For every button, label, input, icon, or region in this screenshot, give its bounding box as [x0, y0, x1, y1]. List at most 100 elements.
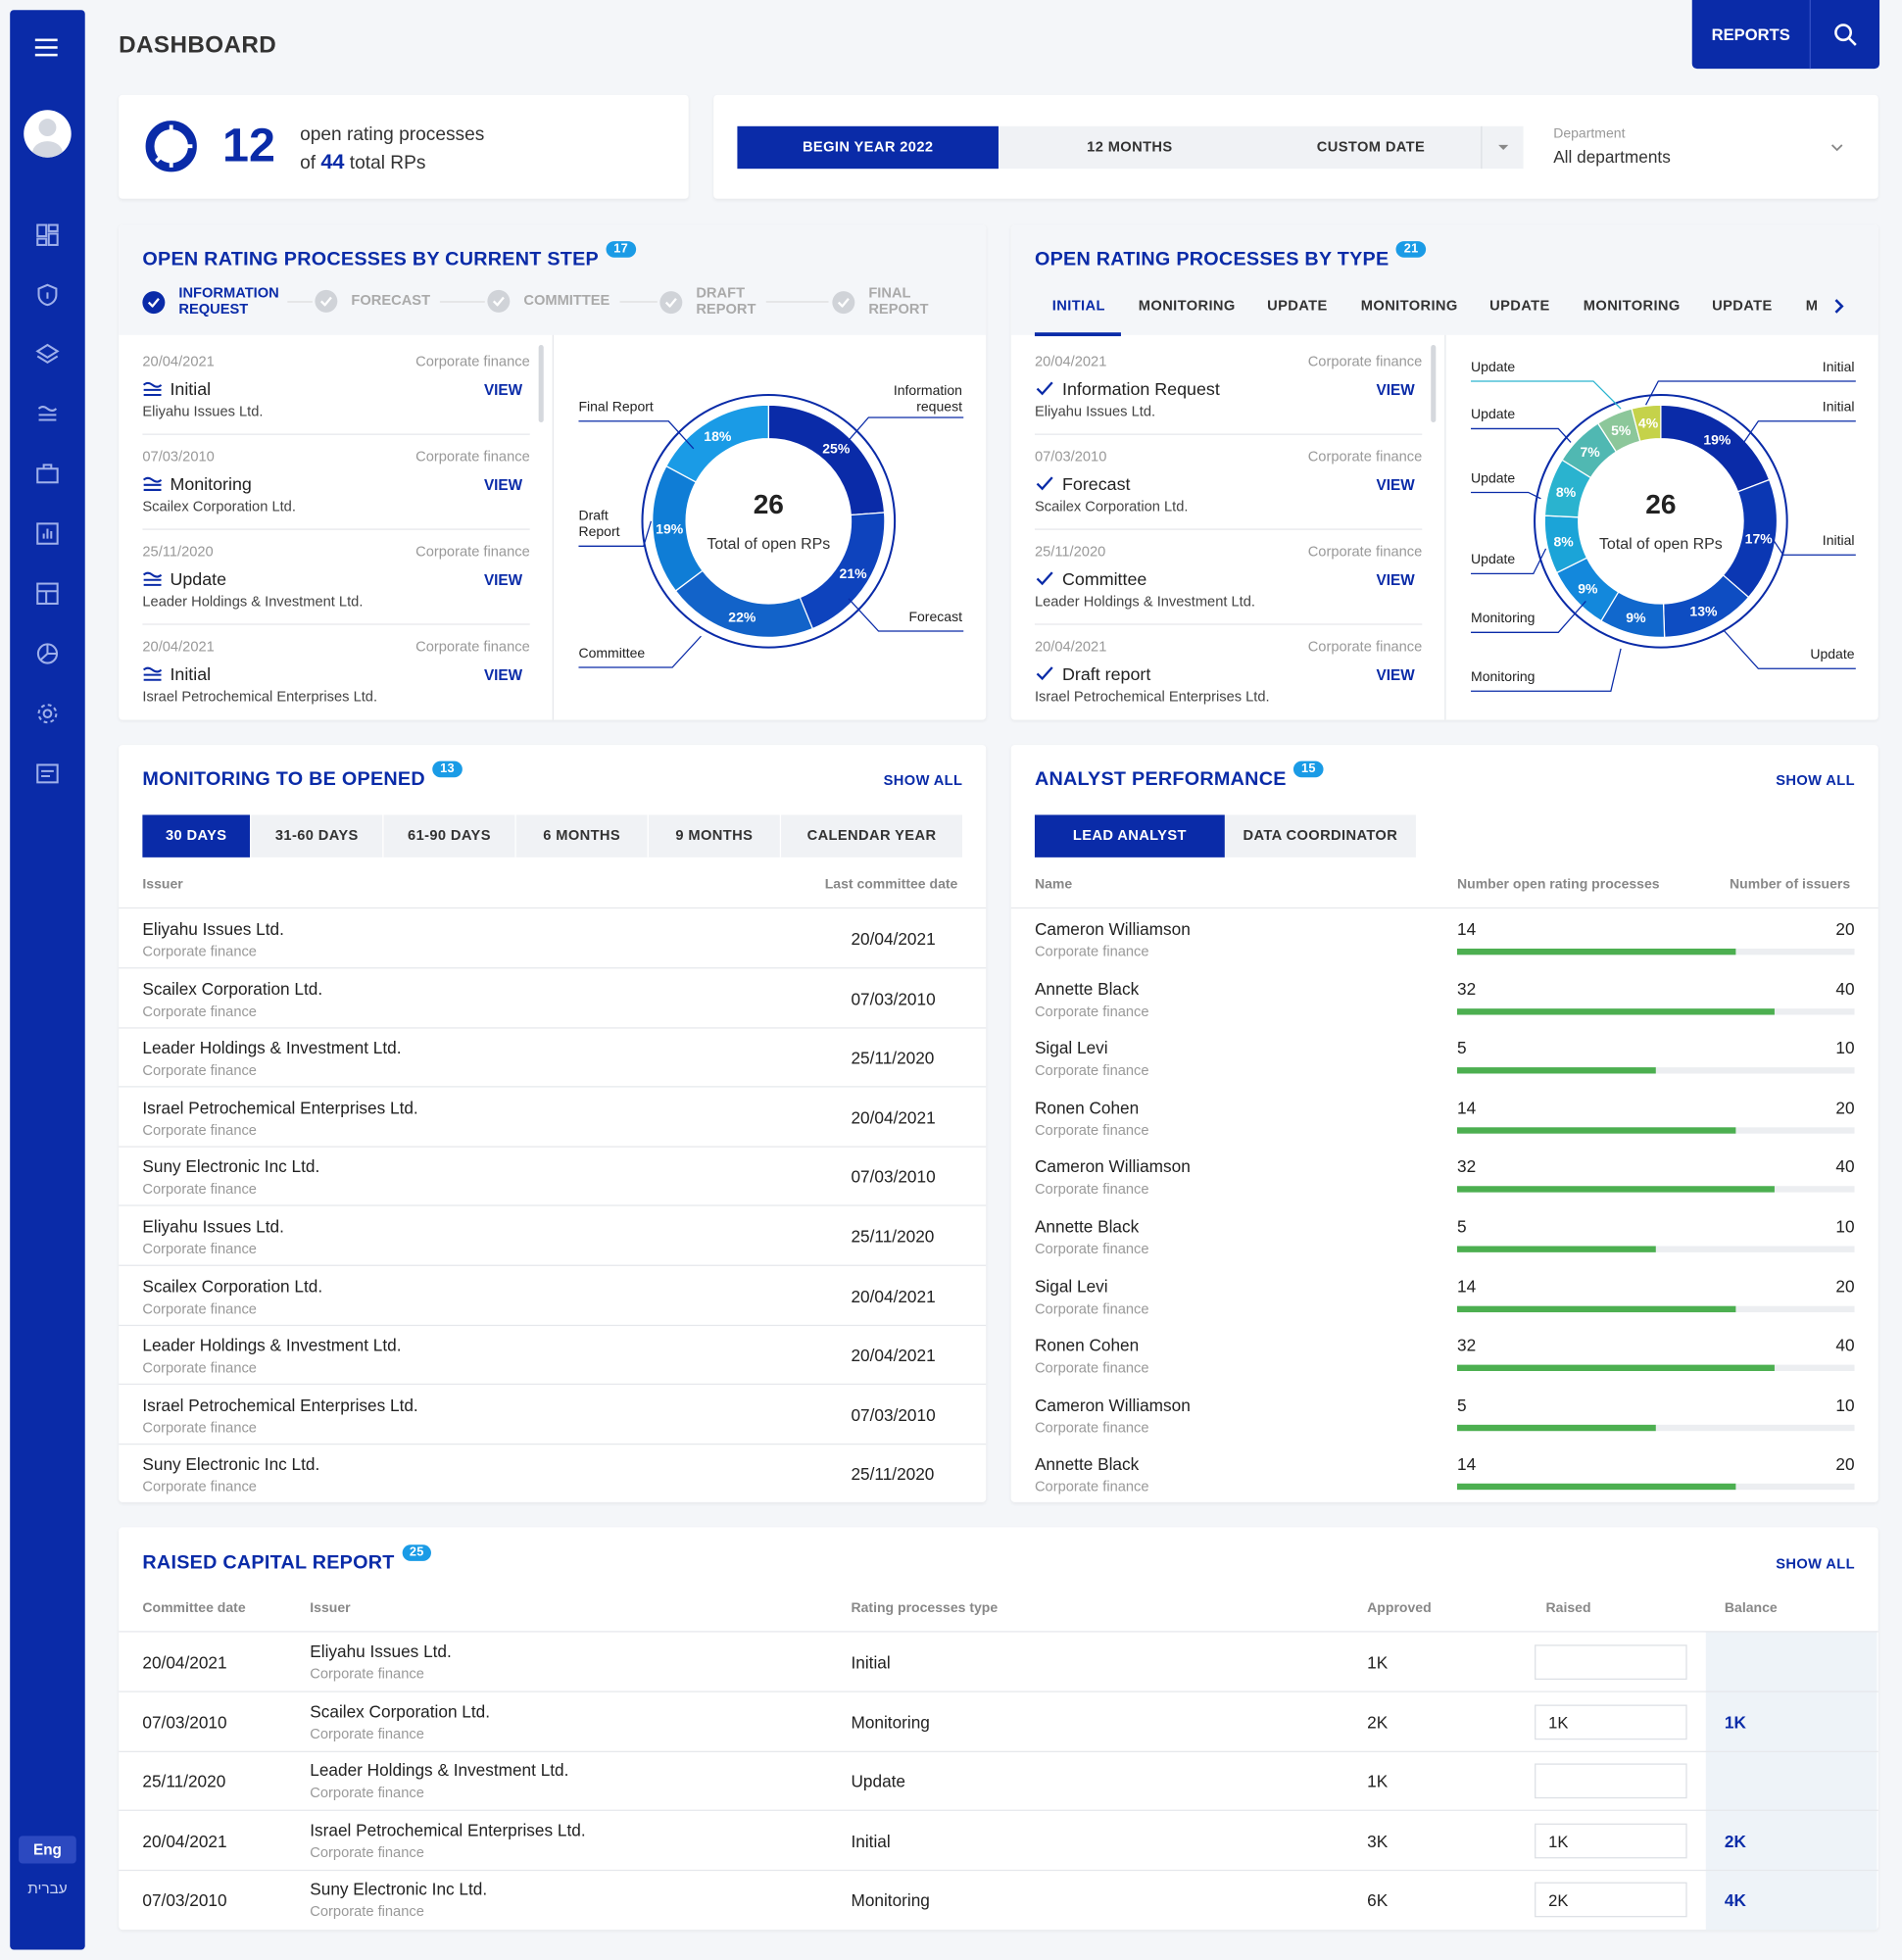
view-link[interactable]: VIEW: [1376, 665, 1415, 684]
donut-slice[interactable]: [1631, 404, 1662, 443]
capital-issuer[interactable]: Eliyahu Issues Ltd.: [310, 1642, 452, 1661]
bar-chart-icon[interactable]: [30, 516, 66, 552]
pie-chart-icon[interactable]: [30, 636, 66, 671]
step-committee[interactable]: COMMITTEE: [487, 289, 610, 313]
analyst-name[interactable]: Cameron Williamson: [1034, 919, 1191, 939]
step-draft-report[interactable]: DRAFT REPORT: [659, 286, 756, 318]
range-31-60-days[interactable]: 31-60 DAYS: [250, 814, 382, 858]
monitoring-date: 25/11/2020: [851, 1465, 935, 1485]
shield-icon[interactable]: [30, 277, 66, 313]
monitoring-issuer[interactable]: Leader Holdings & Investment Ltd.: [142, 1039, 402, 1058]
menu-icon[interactable]: [30, 30, 66, 66]
analyst-name[interactable]: Ronen Cohen: [1034, 1336, 1140, 1355]
monitoring-issuer[interactable]: Scailex Corporation Ltd.: [142, 979, 323, 999]
range-6-months[interactable]: 6 MONTHS: [514, 814, 647, 858]
view-link[interactable]: VIEW: [1376, 475, 1415, 494]
type-tab-update[interactable]: UPDATE: [1489, 298, 1550, 315]
analyst-name[interactable]: Cameron Williamson: [1034, 1157, 1191, 1177]
raised-input[interactable]: [1535, 1763, 1687, 1799]
donut-slice[interactable]: [665, 404, 769, 483]
analyst-dept: Corporate finance: [1034, 1361, 1149, 1377]
type-tab-initial[interactable]: INITIAL: [1051, 298, 1105, 315]
gear-icon[interactable]: [30, 696, 66, 731]
monitoring-dept: Corporate finance: [142, 1301, 257, 1317]
type-tab-monitoring[interactable]: MONITORING: [1583, 298, 1681, 315]
monitoring-issuer[interactable]: Israel Petrochemical Enterprises Ltd.: [142, 1098, 418, 1117]
monitoring-issuer[interactable]: Israel Petrochemical Enterprises Ltd.: [142, 1396, 418, 1415]
search-button[interactable]: [1811, 0, 1879, 69]
step-final-report[interactable]: FINAL REPORT: [832, 286, 928, 318]
period-12-months[interactable]: 12 MONTHS: [1087, 139, 1173, 156]
raised-input[interactable]: 1K: [1535, 1703, 1687, 1740]
role-lead-analyst[interactable]: LEAD ANALYST: [1034, 814, 1225, 858]
analyst-name[interactable]: Ronen Cohen: [1034, 1098, 1140, 1117]
list-scrollbar[interactable]: [538, 344, 544, 423]
chevron-down-icon[interactable]: [1830, 142, 1843, 152]
raised-input[interactable]: 1K: [1535, 1823, 1687, 1859]
monitoring-show-all[interactable]: SHOW ALL: [883, 773, 963, 789]
step-forecast[interactable]: FORECAST: [315, 289, 430, 313]
range-30-days[interactable]: 30 DAYS: [142, 814, 251, 858]
donut-slice[interactable]: [674, 569, 814, 639]
monitoring-issuer[interactable]: Scailex Corporation Ltd.: [142, 1276, 323, 1296]
chevron-right-icon[interactable]: [1833, 298, 1846, 316]
analyst-name[interactable]: Sigal Levi: [1034, 1039, 1108, 1058]
lang-hebrew[interactable]: עברית: [27, 1880, 68, 1897]
monitoring-issuer[interactable]: Leader Holdings & Investment Ltd.: [142, 1336, 402, 1355]
capital-issuer[interactable]: Scailex Corporation Ltd.: [310, 1701, 491, 1721]
view-link[interactable]: VIEW: [1376, 570, 1415, 589]
monitoring-dept: Corporate finance: [142, 1420, 257, 1437]
avatar[interactable]: [24, 110, 72, 158]
custom-date-dropdown[interactable]: [1481, 125, 1523, 170]
department-select[interactable]: All departments: [1553, 147, 1671, 167]
slice-value-label: 17%: [1745, 531, 1774, 547]
monitoring-issuer[interactable]: Suny Electronic Inc Ltd.: [142, 1454, 320, 1475]
range-calendar-year[interactable]: CALENDAR YEAR: [779, 814, 962, 858]
type-tab-more[interactable]: M: [1805, 298, 1819, 315]
type-tab-monitoring[interactable]: MONITORING: [1360, 298, 1458, 315]
monitoring-issuer[interactable]: Eliyahu Issues Ltd.: [142, 919, 284, 939]
analyst-name[interactable]: Annette Black: [1034, 1217, 1140, 1237]
donut-slice[interactable]: [1660, 404, 1771, 493]
capital-issuer[interactable]: Israel Petrochemical Enterprises Ltd.: [310, 1820, 586, 1839]
range-61-90-days[interactable]: 61-90 DAYS: [382, 814, 514, 858]
type-tab-monitoring[interactable]: MONITORING: [1138, 298, 1236, 315]
period-custom-date[interactable]: CUSTOM DATE: [1316, 139, 1426, 156]
monitoring-issuer[interactable]: Eliyahu Issues Ltd.: [142, 1217, 284, 1237]
step-information-request[interactable]: INFORMATION REQUEST: [142, 286, 279, 318]
check-icon: [1036, 381, 1053, 396]
analyst-name[interactable]: Cameron Williamson: [1034, 1396, 1191, 1415]
type-tab-update[interactable]: UPDATE: [1712, 298, 1773, 315]
briefcase-icon[interactable]: [30, 456, 66, 491]
document-icon[interactable]: [30, 757, 66, 792]
analyst-name[interactable]: Annette Black: [1034, 1454, 1140, 1475]
donut-slice[interactable]: [767, 404, 886, 516]
period-begin-year[interactable]: BEGIN YEAR 2022: [737, 125, 999, 170]
capital-show-all[interactable]: SHOW ALL: [1776, 1557, 1855, 1573]
analyst-show-all[interactable]: SHOW ALL: [1776, 773, 1855, 789]
range-9-months[interactable]: 9 MONTHS: [647, 814, 780, 858]
analyst-name[interactable]: Annette Black: [1034, 979, 1140, 999]
capital-issuer[interactable]: Suny Electronic Inc Ltd.: [310, 1880, 488, 1899]
view-link[interactable]: VIEW: [483, 380, 523, 399]
view-link[interactable]: VIEW: [483, 475, 523, 494]
layers-icon[interactable]: [30, 336, 66, 371]
progress-bar: [1456, 1007, 1855, 1015]
view-link[interactable]: VIEW: [1376, 380, 1415, 399]
wave-list-icon[interactable]: [30, 396, 66, 431]
dashboard-icon[interactable]: [30, 218, 66, 253]
monitoring-issuer[interactable]: Suny Electronic Inc Ltd.: [142, 1157, 320, 1177]
layout-icon[interactable]: [30, 576, 66, 612]
view-link[interactable]: VIEW: [483, 570, 523, 589]
view-link[interactable]: VIEW: [483, 665, 523, 684]
role-data-coordinator[interactable]: DATA COORDINATOR: [1243, 828, 1398, 844]
raised-input[interactable]: 2K: [1535, 1883, 1687, 1918]
lang-english[interactable]: Eng: [19, 1836, 76, 1864]
capital-issuer[interactable]: Leader Holdings & Investment Ltd.: [310, 1761, 569, 1781]
type-tab-update[interactable]: UPDATE: [1267, 298, 1328, 315]
analyst-name[interactable]: Sigal Levi: [1034, 1276, 1108, 1296]
progress-bar: [1456, 1364, 1855, 1372]
raised-input[interactable]: [1535, 1644, 1687, 1681]
reports-button[interactable]: REPORTS: [1692, 0, 1811, 70]
list-scrollbar[interactable]: [1431, 344, 1437, 423]
